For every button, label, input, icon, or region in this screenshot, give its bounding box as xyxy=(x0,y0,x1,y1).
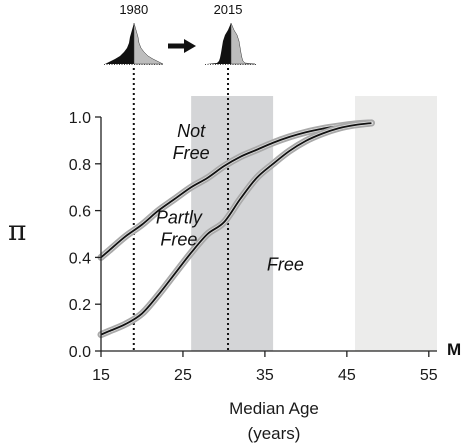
series-0-line xyxy=(100,121,372,259)
region-label-line: Free xyxy=(267,254,304,274)
shaded-bands xyxy=(191,96,437,351)
x-axis-units: (years) xyxy=(248,424,301,443)
x-tick-label: 55 xyxy=(420,367,438,384)
y-tick-label: 0.8 xyxy=(69,157,91,174)
y-tick-label: 0.6 xyxy=(69,204,91,221)
year-label-1980: 1980 xyxy=(119,2,148,17)
x-tick-label: 45 xyxy=(338,367,356,384)
shaded-band-0 xyxy=(191,96,274,351)
y-tick-label: 1.0 xyxy=(69,110,91,127)
y-tick-label: 0.4 xyxy=(69,250,91,267)
y-tick-label: 0.0 xyxy=(69,344,91,361)
y-ticks: 0.0 0.2 0.4 0.6 0.8 1.0 xyxy=(69,110,101,361)
region-label-line: Not xyxy=(177,121,206,141)
region-label-line: Partly xyxy=(156,207,203,227)
population-pyramid-1980 xyxy=(104,22,164,65)
y-tick-label: 0.2 xyxy=(69,297,91,314)
x-axis: 15 25 35 45 55 xyxy=(92,350,438,384)
x-tick-label: 35 xyxy=(256,367,274,384)
arrow-icon xyxy=(168,39,196,53)
region-label-line: Free xyxy=(160,229,197,249)
year-label-2015: 2015 xyxy=(214,2,243,17)
y-axis-title: π xyxy=(8,214,26,247)
x-ticks: 15 25 35 45 55 xyxy=(92,351,438,384)
pyramid-1980-left xyxy=(105,23,134,64)
pyramid-1980-right xyxy=(133,22,164,65)
population-pyramid-2015 xyxy=(205,22,257,65)
pyramid-2015-right xyxy=(230,22,256,65)
y-axis: 0.0 0.2 0.4 0.6 0.8 1.0 xyxy=(69,110,102,361)
series-layer xyxy=(97,119,375,339)
pyramid-2015-left xyxy=(207,23,231,64)
reference-lines: 1980 2015 xyxy=(119,2,242,351)
corner-label: M xyxy=(447,340,461,359)
x-tick-label: 25 xyxy=(174,367,192,384)
region-label-line: Free xyxy=(173,143,210,163)
shaded-band-1 xyxy=(355,96,437,351)
x-tick-label: 15 xyxy=(92,367,110,384)
series-1-line xyxy=(100,122,372,336)
x-axis-title: Median Age xyxy=(229,399,319,418)
